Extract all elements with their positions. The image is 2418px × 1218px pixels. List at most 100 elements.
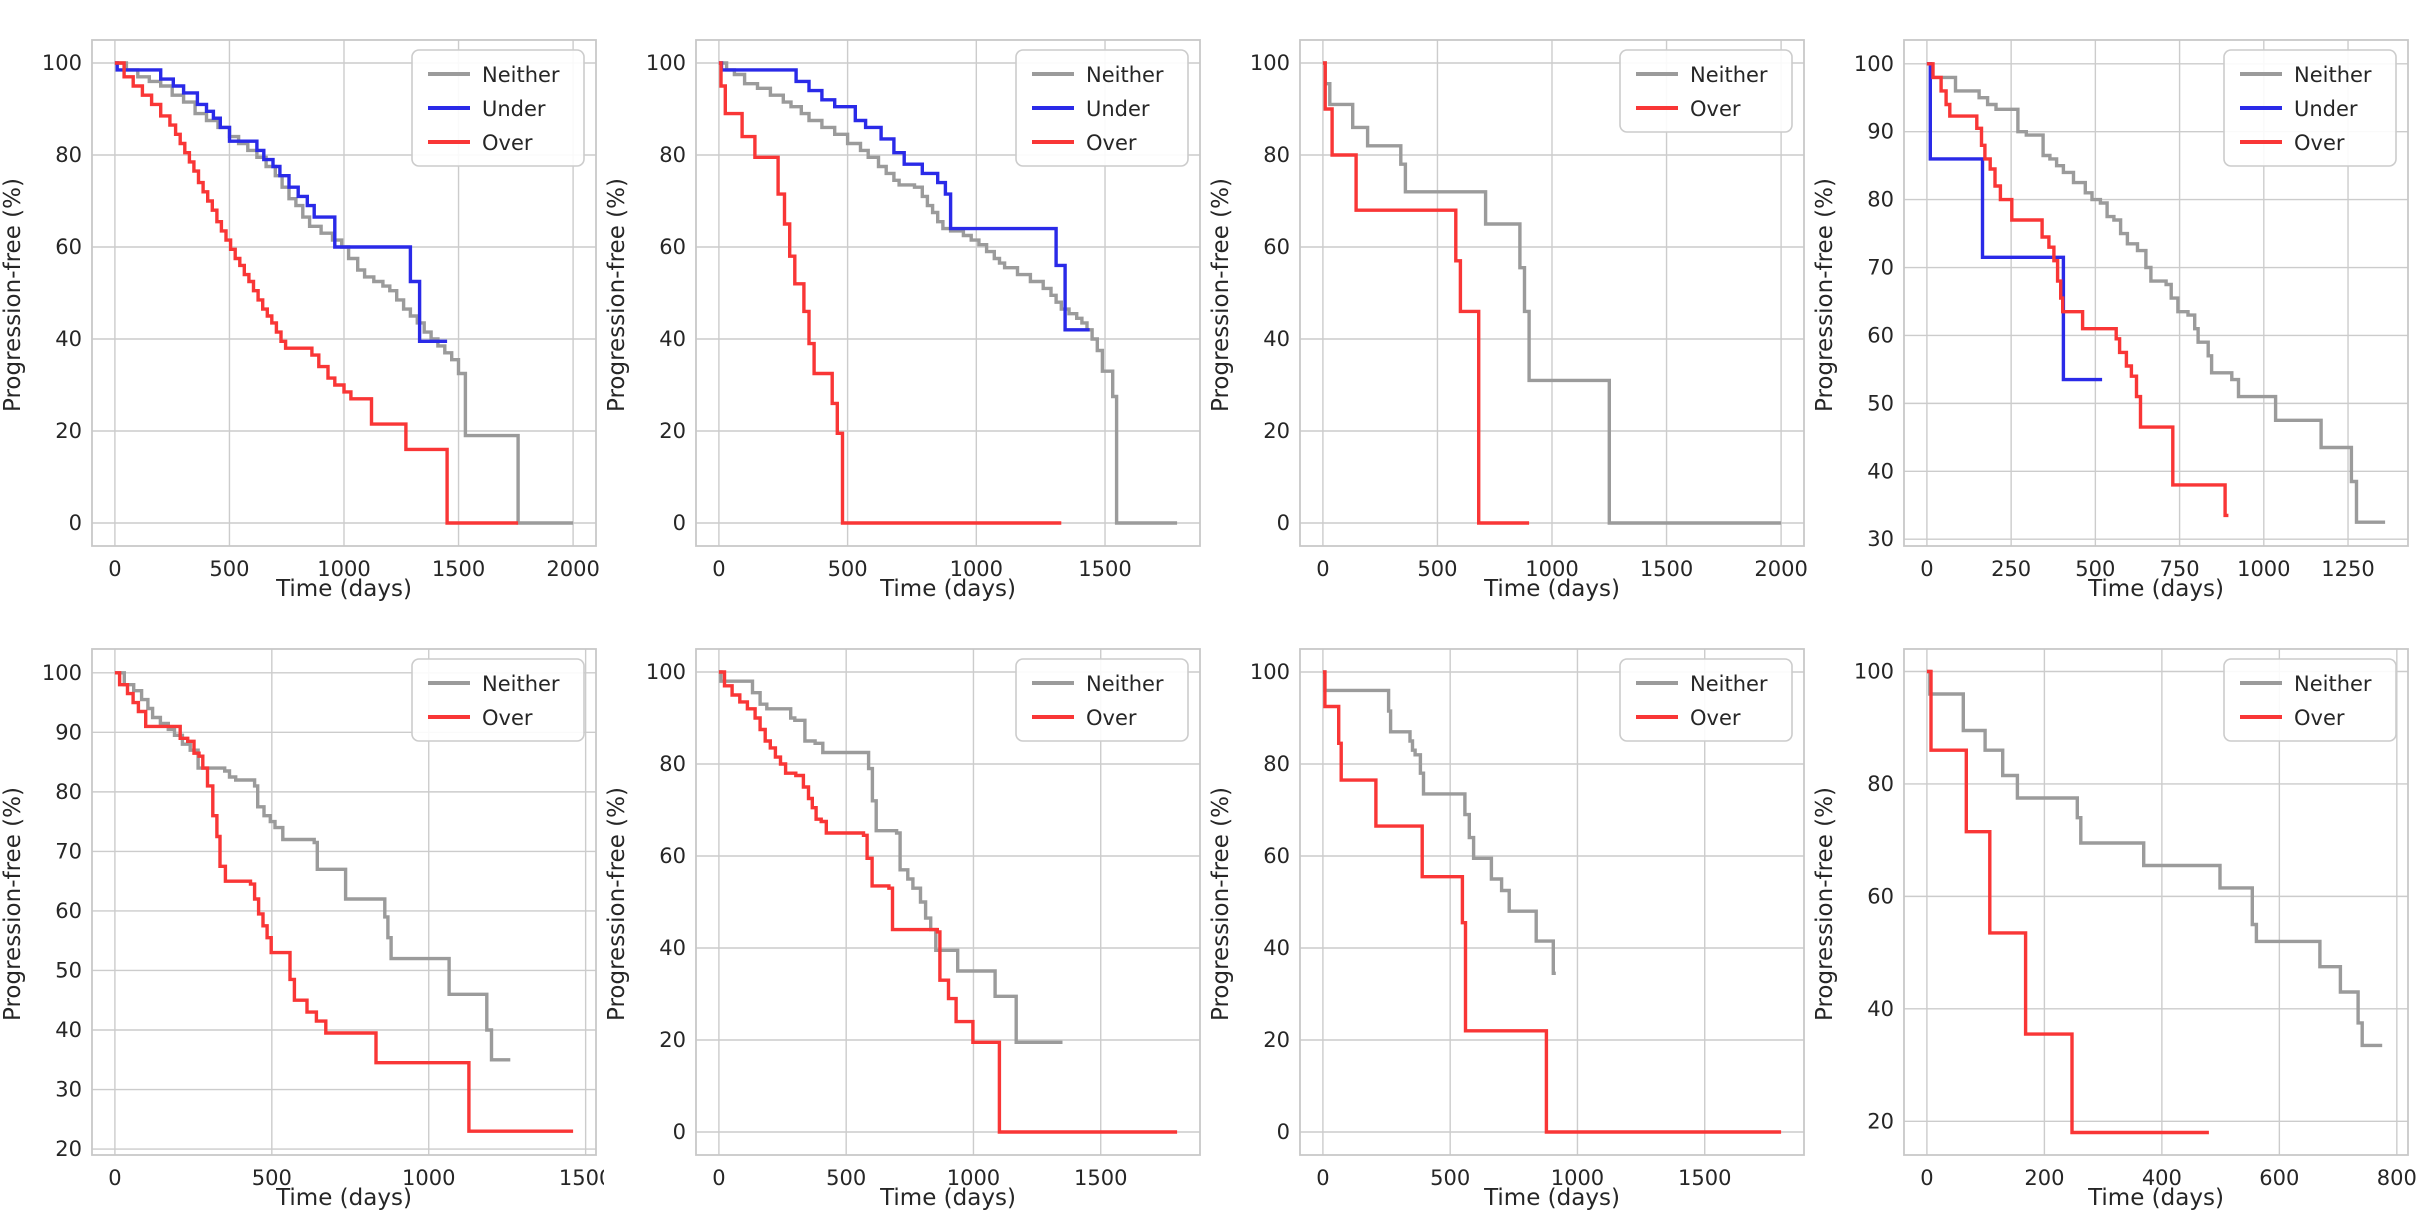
y-axis-label: Progression-free (%) [1208, 787, 1234, 1021]
x-tick-label: 2000 [1754, 557, 1807, 581]
legend: Neither Under Over [2223, 49, 2397, 167]
high-myc-survival-chart: 0 200 400 600 800 20 40 60 80 100 Neither Over [1812, 609, 2416, 1218]
y-tick-label: 30 [55, 1078, 82, 1102]
y-tick-label: 30 [1867, 527, 1894, 551]
x-tick-label: 1000 [950, 557, 1003, 581]
panel-t14-16: t(14;16) survival vs. R-152 activity 050… [1208, 609, 1812, 1218]
x-tick-label: 600 [2259, 1166, 2299, 1190]
y-tick-label: 100 [1250, 660, 1290, 684]
y-tick-label: 70 [1867, 256, 1894, 280]
x-tick-label: 0 [108, 1166, 121, 1190]
series-under-curve [718, 61, 1090, 332]
legend-box [1015, 658, 1189, 742]
series-under-curve [1926, 62, 2103, 382]
x-tick-label: 0 [1316, 1166, 1329, 1190]
panel-t4-14: t(4;14) survival vs. R-152 activity 0500… [604, 609, 1208, 1218]
x-axis-label: Time (days) [880, 1185, 1016, 1211]
y-tick-label: 60 [1867, 323, 1894, 347]
y-tick-label: 90 [1867, 120, 1894, 144]
legend: Neither Over [1619, 658, 1793, 742]
x-axis-label: Time (days) [276, 576, 412, 602]
x-tick-label: 1000 [402, 1166, 455, 1190]
x-tick-label: 1500 [559, 1166, 604, 1190]
axes-spines [1299, 648, 1805, 1156]
amp1q-survival-chart: 0 250 500 750 1000 1250 30 40 50 60 70 80 90 100 Neith… [1812, 0, 2416, 609]
legend-box [411, 49, 585, 167]
tick-labels: 0 500 1000 1500 20 30 40 50 60 70 80 90 100 [42, 661, 604, 1190]
x-tick-label: 400 [2142, 1166, 2182, 1190]
t4-14-survival-chart: 0 500 1000 1500 0 20 40 60 80 100 Neither Over [604, 609, 1208, 1218]
axes-spines [91, 39, 597, 547]
x-tick-label: 500 [1417, 557, 1457, 581]
y-axis-label: Progression-free (%) [1208, 178, 1234, 412]
legend-label-neither: Neither [1690, 672, 1768, 696]
series-neither-curve [718, 61, 1178, 525]
axes-spines [1903, 648, 2409, 1156]
x-axis-label: Time (days) [276, 1185, 412, 1211]
tick-labels: 0 500 1000 1500 2000 0 20 40 60 80 100 [42, 51, 600, 581]
y-tick-label: 50 [1867, 391, 1894, 415]
combined-survival-chart: 0 500 1000 1500 2000 0 20 40 60 80 100 Neither Under… [0, 0, 604, 609]
y-tick-label: 20 [1263, 419, 1290, 443]
y-axis-label: Progression-free (%) [0, 178, 26, 412]
y-tick-label: 40 [659, 936, 686, 960]
panel-t11-14: t(11;14) survival vs. R-152 activity 050… [0, 609, 604, 1218]
legend-box [411, 658, 585, 742]
y-tick-label: 40 [1263, 936, 1290, 960]
x-tick-label: 1000 [1525, 557, 1578, 581]
y-tick-label: 20 [659, 419, 686, 443]
legend-box [1619, 49, 1793, 133]
x-tick-label: 250 [1991, 557, 2031, 581]
series-neither-curve [1926, 669, 2383, 1048]
y-tick-label: 40 [1867, 997, 1894, 1021]
y-tick-label: 0 [69, 511, 82, 535]
legend-label-under: Under [2294, 97, 2358, 121]
axes-spines [91, 648, 597, 1156]
y-axis-label: Progression-free (%) [604, 178, 630, 412]
series-over-curve [1926, 669, 2209, 1135]
y-tick-label: 90 [55, 720, 82, 744]
x-axis-label: Time (days) [1484, 576, 1620, 602]
x-tick-label: 500 [209, 557, 249, 581]
legend-label-over: Over [1086, 131, 1137, 155]
x-tick-label: 1000 [317, 557, 370, 581]
y-tick-label: 80 [1263, 143, 1290, 167]
del17-survival-chart: 0 500 1000 1500 2000 0 20 40 60 80 100 Neither Over [1208, 0, 1812, 609]
series-over-curve [718, 670, 1178, 1134]
t14-16-survival-chart: 0 500 1000 1500 0 20 40 60 80 100 Neither Over [1208, 609, 1812, 1218]
y-tick-label: 50 [55, 958, 82, 982]
legend: Neither Over [2223, 658, 2397, 742]
legend-box [2223, 658, 2397, 742]
series-neither-curve [1322, 61, 1782, 525]
legend-label-over: Over [2294, 706, 2345, 730]
panel-del17: Del 17 survival vs. R-152 activity 05001… [1208, 0, 1812, 609]
y-tick-label: 40 [1867, 459, 1894, 483]
y-tick-label: 100 [646, 51, 686, 75]
x-tick-label: 0 [712, 1166, 725, 1190]
y-tick-label: 60 [55, 235, 82, 259]
series-neither-curve [114, 61, 574, 525]
x-tick-label: 1000 [1551, 1166, 1604, 1190]
y-tick-label: 60 [1263, 844, 1290, 868]
y-tick-label: 100 [646, 660, 686, 684]
y-tick-label: 80 [55, 780, 82, 804]
x-axis-label: Time (days) [1484, 1185, 1620, 1211]
grid-lines [92, 649, 596, 1155]
tick-labels: 0 500 1000 1500 2000 0 20 40 60 80 100 [1250, 51, 1808, 581]
axes-spines [695, 648, 1201, 1156]
x-tick-label: 0 [1920, 1166, 1933, 1190]
y-tick-label: 80 [1263, 752, 1290, 776]
series-over-curve [114, 671, 574, 1133]
x-tick-label: 1500 [1640, 557, 1693, 581]
tick-labels: 0 500 1000 1500 0 20 40 60 80 100 [1250, 660, 1732, 1190]
y-tick-label: 60 [1867, 884, 1894, 908]
y-tick-label: 0 [673, 1120, 686, 1144]
x-tick-label: 2000 [546, 557, 599, 581]
y-tick-label: 100 [42, 661, 82, 685]
grid-lines [1904, 649, 2408, 1155]
legend-label-over: Over [1690, 706, 1741, 730]
series-over-curve [718, 61, 1062, 525]
legend: Neither Under Over [411, 49, 585, 167]
legend-label-neither: Neither [1690, 63, 1768, 87]
legend-label-over: Over [1086, 706, 1137, 730]
